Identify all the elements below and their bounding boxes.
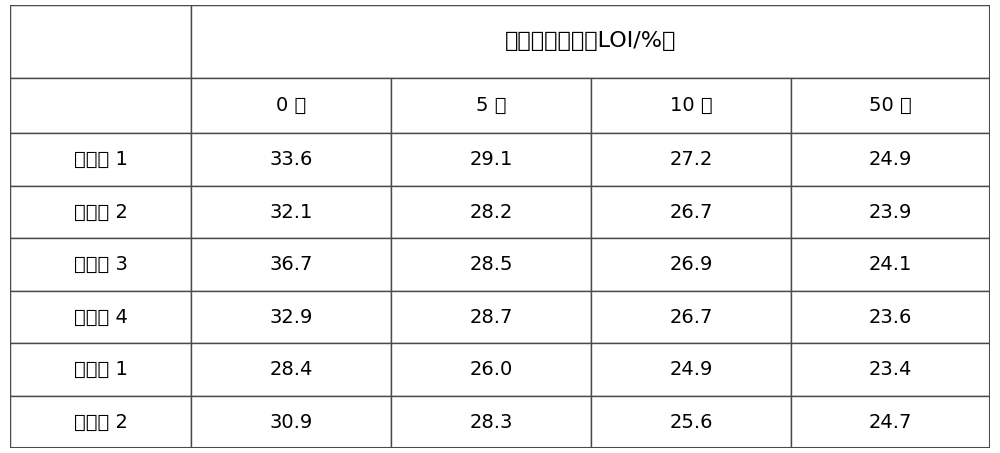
Bar — [791, 238, 990, 291]
Text: 23.6: 23.6 — [869, 308, 912, 327]
Text: 24.1: 24.1 — [869, 255, 912, 274]
Text: 对比例 2: 对比例 2 — [74, 413, 128, 432]
Text: 24.9: 24.9 — [669, 360, 713, 379]
Bar — [191, 78, 391, 133]
Text: 28.3: 28.3 — [469, 413, 513, 432]
Bar — [10, 78, 191, 133]
Bar — [10, 186, 191, 238]
Bar — [791, 186, 990, 238]
Bar — [391, 186, 591, 238]
Text: 28.2: 28.2 — [469, 202, 513, 222]
Bar — [191, 343, 391, 396]
Bar — [391, 133, 591, 186]
Text: 28.7: 28.7 — [469, 308, 513, 327]
Bar — [10, 5, 191, 78]
Bar — [191, 5, 990, 78]
Text: 对比例 1: 对比例 1 — [74, 360, 128, 379]
Text: 实施例 4: 实施例 4 — [74, 308, 128, 327]
Bar — [591, 78, 791, 133]
Text: 27.2: 27.2 — [669, 150, 713, 169]
Bar — [391, 291, 591, 343]
Text: 36.7: 36.7 — [270, 255, 313, 274]
Text: 24.7: 24.7 — [869, 413, 912, 432]
Text: 24.9: 24.9 — [869, 150, 912, 169]
Text: 50 次: 50 次 — [869, 96, 912, 115]
Bar — [391, 238, 591, 291]
Bar — [791, 343, 990, 396]
Text: 23.9: 23.9 — [869, 202, 912, 222]
Bar — [791, 78, 990, 133]
Text: 26.0: 26.0 — [470, 360, 513, 379]
Bar — [591, 396, 791, 448]
Bar — [191, 238, 391, 291]
Text: 实施例 2: 实施例 2 — [74, 202, 128, 222]
Bar — [191, 396, 391, 448]
Text: 实施例 1: 实施例 1 — [74, 150, 128, 169]
Text: 32.1: 32.1 — [270, 202, 313, 222]
Bar — [10, 291, 191, 343]
Text: 23.4: 23.4 — [869, 360, 912, 379]
Bar — [591, 186, 791, 238]
Bar — [10, 396, 191, 448]
Text: 29.1: 29.1 — [469, 150, 513, 169]
Bar — [10, 133, 191, 186]
Bar — [791, 291, 990, 343]
Text: 耐水洗性能／（LOI/%）: 耐水洗性能／（LOI/%） — [505, 31, 676, 51]
Bar — [791, 396, 990, 448]
Text: 0 次: 0 次 — [276, 96, 306, 115]
Text: 10 次: 10 次 — [670, 96, 712, 115]
Text: 5 次: 5 次 — [476, 96, 506, 115]
Bar — [591, 238, 791, 291]
Text: 26.7: 26.7 — [669, 308, 713, 327]
Bar — [10, 238, 191, 291]
Text: 28.4: 28.4 — [270, 360, 313, 379]
Bar — [391, 343, 591, 396]
Bar — [191, 133, 391, 186]
Text: 28.5: 28.5 — [469, 255, 513, 274]
Bar — [591, 291, 791, 343]
Bar — [191, 186, 391, 238]
Bar — [591, 343, 791, 396]
Text: 30.9: 30.9 — [270, 413, 313, 432]
Text: 32.9: 32.9 — [270, 308, 313, 327]
Bar — [10, 343, 191, 396]
Bar — [391, 78, 591, 133]
Text: 26.9: 26.9 — [669, 255, 713, 274]
Bar — [191, 291, 391, 343]
Text: 33.6: 33.6 — [270, 150, 313, 169]
Bar — [391, 396, 591, 448]
Text: 26.7: 26.7 — [669, 202, 713, 222]
Bar — [591, 133, 791, 186]
Text: 实施例 3: 实施例 3 — [74, 255, 128, 274]
Bar — [791, 133, 990, 186]
Text: 25.6: 25.6 — [669, 413, 713, 432]
